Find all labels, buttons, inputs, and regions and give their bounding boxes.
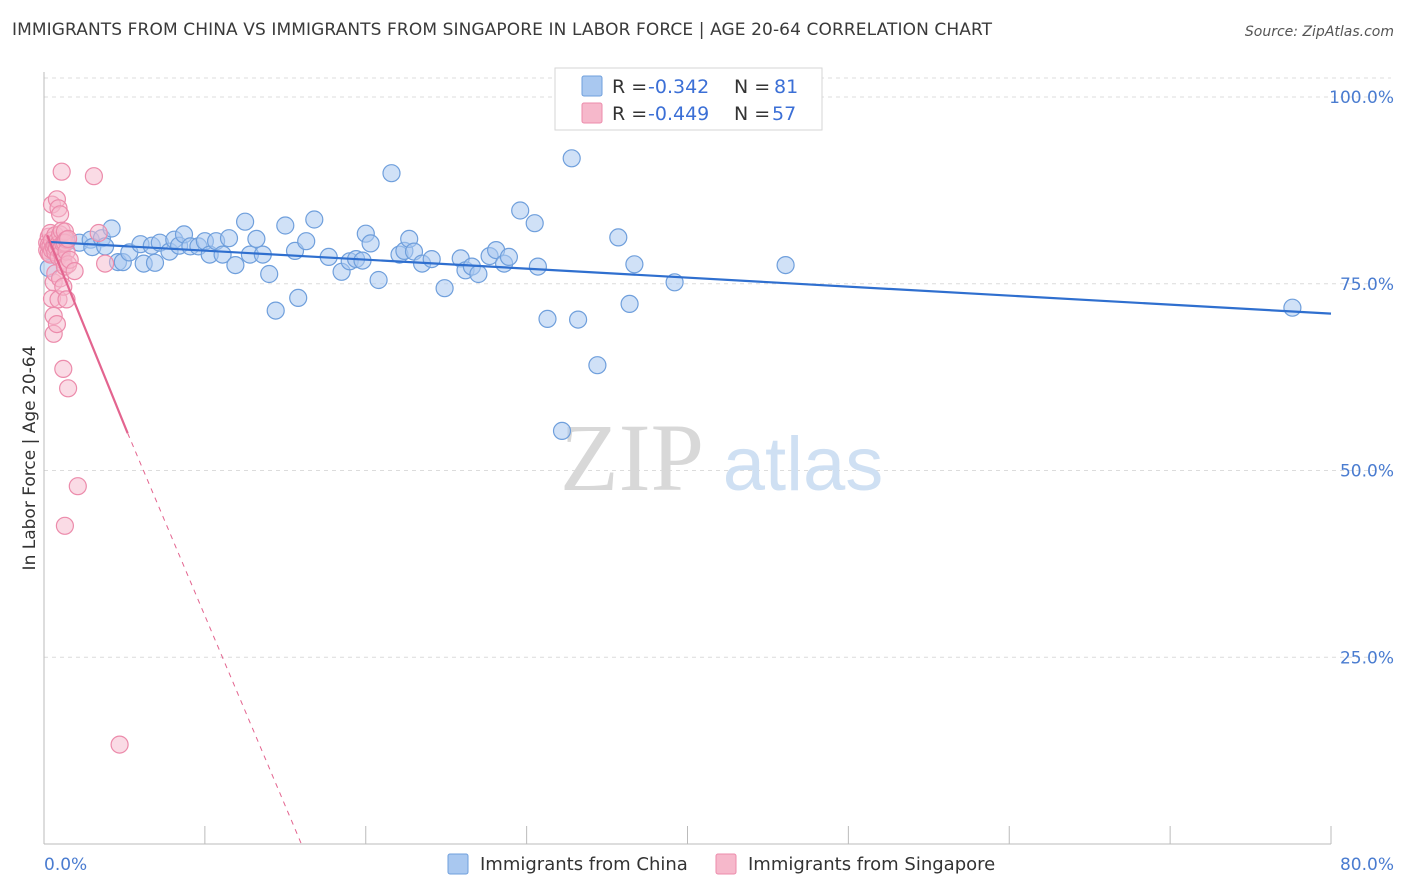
china-point <box>422 250 441 269</box>
x-tick-label-max: 80.0% <box>1340 855 1394 875</box>
legend-china-r-value: -0.342 <box>648 76 709 98</box>
singapore-point <box>95 254 115 273</box>
y-tick-label: 25.0% <box>1340 648 1394 668</box>
singapore-point <box>54 359 73 378</box>
china-point <box>266 301 285 320</box>
china-trendline <box>48 240 1332 315</box>
china-point <box>528 257 548 276</box>
china-point <box>609 228 628 247</box>
singapore-point <box>50 205 70 224</box>
chart-title: IMMIGRANTS FROM CHINA VS IMMIGRANTS FROM… <box>12 20 993 40</box>
china-point <box>776 256 795 275</box>
x-ticks <box>204 826 1332 844</box>
singapore-points <box>38 162 129 754</box>
bottom-legend: Immigrants from China Immigrants from Si… <box>447 853 995 875</box>
china-points <box>39 149 1302 440</box>
legend-box: R = -0.342 N = 81 R = -0.449 N = 57 <box>554 67 823 131</box>
china-point <box>219 229 239 248</box>
bottom-legend-singapore-swatch <box>715 853 737 875</box>
legend-singapore-r-value: -0.449 <box>648 103 709 125</box>
singapore-point <box>55 516 75 535</box>
china-point <box>382 164 401 183</box>
watermark-zip: ZIP <box>560 404 704 511</box>
x-tick-label-min: 0.0% <box>44 855 87 875</box>
china-point <box>1283 298 1302 317</box>
singapore-point <box>65 262 84 281</box>
singapore-point <box>52 162 71 181</box>
china-point <box>552 421 572 440</box>
y-tick-label: 50.0% <box>1340 462 1394 482</box>
legend-singapore-swatch <box>581 102 603 124</box>
y-tick-labels: 25.0% 50.0% 75.0% 100.0% <box>1329 88 1394 668</box>
legend-singapore-n-label: N = <box>734 103 770 125</box>
china-point <box>236 212 255 231</box>
china-point <box>469 264 488 284</box>
china-point <box>297 232 316 251</box>
singapore-trendline-extension <box>127 432 302 845</box>
y-axis-label: In Labor Force | Age 20-64 <box>20 346 40 571</box>
singapore-trendline <box>46 234 129 434</box>
singapore-point <box>84 167 104 186</box>
singapore-point <box>89 223 108 243</box>
watermark-atlas: atlas <box>723 422 884 507</box>
china-point <box>260 264 279 284</box>
china-point <box>369 270 388 290</box>
singapore-point <box>47 315 67 334</box>
china-point <box>620 294 639 313</box>
china-point <box>499 247 518 266</box>
trendlines <box>46 234 1332 845</box>
watermark: ZIP atlas <box>560 404 883 511</box>
legend-singapore-n-value: 57 <box>772 103 796 125</box>
china-point <box>289 288 308 307</box>
singapore-point <box>110 735 129 754</box>
china-point <box>361 234 380 253</box>
legend-china-r-label: R = <box>612 76 647 98</box>
legend-china-n-label: N = <box>734 76 770 98</box>
china-point <box>562 149 581 168</box>
china-point <box>247 229 266 248</box>
bottom-legend-china-swatch <box>447 853 469 875</box>
china-point <box>226 256 245 275</box>
y-tick-label: 75.0% <box>1340 275 1394 295</box>
china-point <box>511 201 530 220</box>
china-point <box>276 216 295 235</box>
legend-singapore-r-label: R = <box>612 103 647 125</box>
grid <box>44 77 1391 658</box>
legend-china-swatch <box>581 75 603 97</box>
singapore-point <box>58 229 78 248</box>
china-point <box>525 214 544 233</box>
china-point <box>538 309 557 328</box>
bottom-legend-singapore-label: Immigrants from Singapore <box>748 854 995 875</box>
china-point <box>305 210 324 229</box>
china-point <box>568 310 588 329</box>
source-label: Source: ZipAtlas.com <box>1244 24 1394 40</box>
china-point <box>625 255 644 274</box>
legend-china-n-value: 81 <box>774 76 798 98</box>
y-tick-label: 100.0% <box>1329 88 1394 108</box>
bottom-legend-china-label: Immigrants from China <box>480 854 688 875</box>
singapore-point <box>58 379 78 398</box>
china-point <box>145 253 165 272</box>
singapore-point <box>68 477 87 496</box>
china-point <box>435 279 454 298</box>
china-point <box>588 356 607 375</box>
